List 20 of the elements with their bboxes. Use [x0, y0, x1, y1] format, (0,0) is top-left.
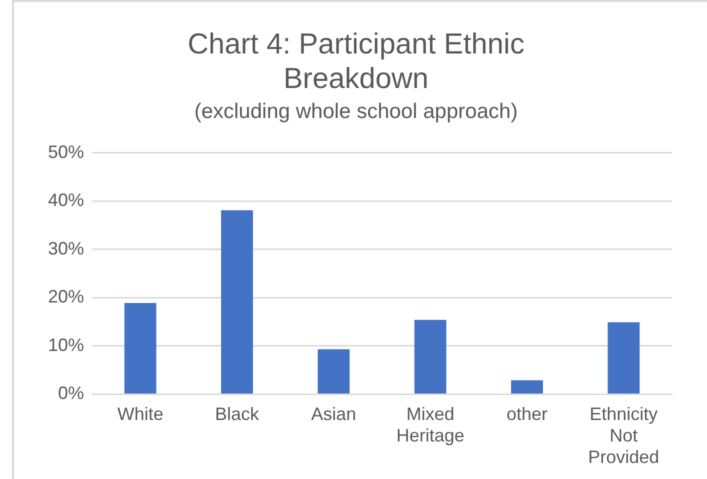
x-tick-label: Ethnicity Not Provided [588, 404, 660, 468]
bar [221, 210, 253, 394]
bar [608, 322, 640, 394]
y-tick-label: 30% [48, 238, 84, 258]
y-tick-label: 10% [48, 334, 84, 355]
bar [414, 320, 446, 394]
y-tick-label: 50% [48, 142, 84, 162]
y-tick-label: 0% [58, 383, 84, 404]
y-tick-label: 20% [48, 286, 84, 307]
x-tick-label: other [506, 404, 548, 424]
bar [124, 302, 156, 394]
bar [318, 349, 350, 394]
x-tick-label: White [117, 404, 164, 424]
x-tick-label: Asian [311, 404, 356, 424]
y-tick-label: 40% [48, 190, 84, 210]
bar [511, 380, 543, 394]
x-tick-label: Black [215, 404, 260, 424]
chart-title: Chart 4: Participant Ethnic Breakdown [188, 28, 524, 96]
x-tick-label: Mixed Heritage [396, 404, 464, 446]
chart-subtitle: (excluding whole school approach) [194, 100, 518, 123]
